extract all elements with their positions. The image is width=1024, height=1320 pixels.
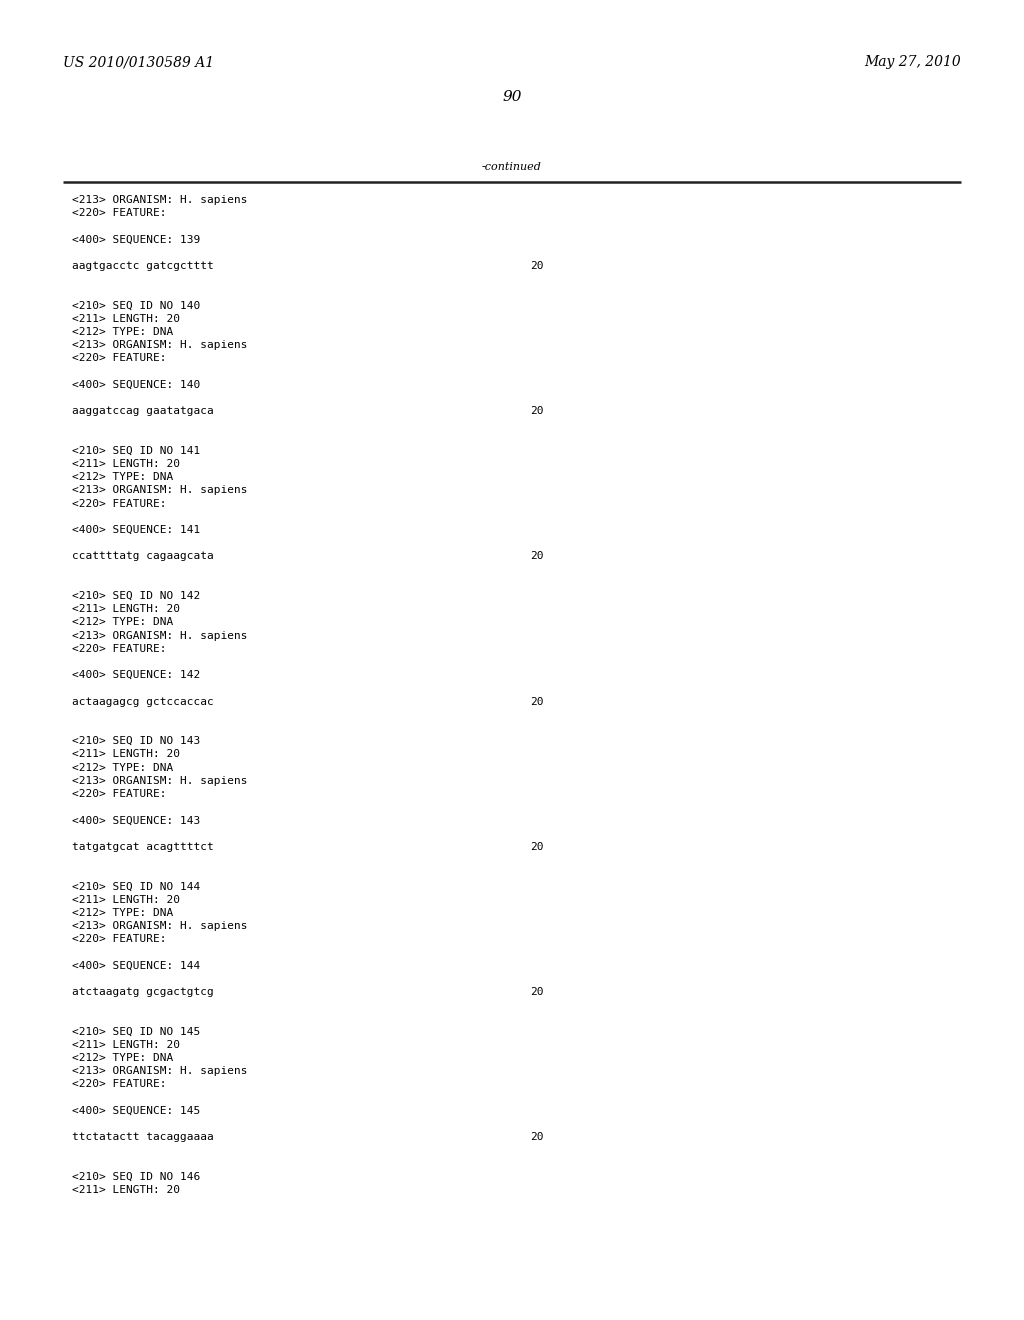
Text: <400> SEQUENCE: 140: <400> SEQUENCE: 140 <box>72 380 201 389</box>
Text: aaggatccag gaatatgaca: aaggatccag gaatatgaca <box>72 407 214 416</box>
Text: 20: 20 <box>530 842 544 851</box>
Text: <213> ORGANISM: H. sapiens: <213> ORGANISM: H. sapiens <box>72 921 248 931</box>
Text: <400> SEQUENCE: 145: <400> SEQUENCE: 145 <box>72 1106 201 1115</box>
Text: <400> SEQUENCE: 141: <400> SEQUENCE: 141 <box>72 525 201 535</box>
Text: tatgatgcat acagttttct: tatgatgcat acagttttct <box>72 842 214 851</box>
Text: 20: 20 <box>530 1133 544 1142</box>
Text: <220> FEATURE:: <220> FEATURE: <box>72 644 167 653</box>
Text: <210> SEQ ID NO 143: <210> SEQ ID NO 143 <box>72 737 201 746</box>
Text: aagtgacctc gatcgctttt: aagtgacctc gatcgctttt <box>72 261 214 271</box>
Text: <212> TYPE: DNA: <212> TYPE: DNA <box>72 618 173 627</box>
Text: <212> TYPE: DNA: <212> TYPE: DNA <box>72 1053 173 1063</box>
Text: US 2010/0130589 A1: US 2010/0130589 A1 <box>63 55 214 69</box>
Text: <210> SEQ ID NO 140: <210> SEQ ID NO 140 <box>72 301 201 310</box>
Text: <212> TYPE: DNA: <212> TYPE: DNA <box>72 763 173 772</box>
Text: <400> SEQUENCE: 144: <400> SEQUENCE: 144 <box>72 961 201 970</box>
Text: <211> LENGTH: 20: <211> LENGTH: 20 <box>72 605 180 614</box>
Text: <211> LENGTH: 20: <211> LENGTH: 20 <box>72 895 180 904</box>
Text: May 27, 2010: May 27, 2010 <box>864 55 961 69</box>
Text: <220> FEATURE:: <220> FEATURE: <box>72 789 167 799</box>
Text: <211> LENGTH: 20: <211> LENGTH: 20 <box>72 459 180 469</box>
Text: <212> TYPE: DNA: <212> TYPE: DNA <box>72 908 173 917</box>
Text: 90: 90 <box>502 90 522 104</box>
Text: <210> SEQ ID NO 142: <210> SEQ ID NO 142 <box>72 591 201 601</box>
Text: <400> SEQUENCE: 143: <400> SEQUENCE: 143 <box>72 816 201 825</box>
Text: <211> LENGTH: 20: <211> LENGTH: 20 <box>72 750 180 759</box>
Text: <211> LENGTH: 20: <211> LENGTH: 20 <box>72 314 180 323</box>
Text: 20: 20 <box>530 987 544 997</box>
Text: ccattttatg cagaagcata: ccattttatg cagaagcata <box>72 552 214 561</box>
Text: <212> TYPE: DNA: <212> TYPE: DNA <box>72 473 173 482</box>
Text: 20: 20 <box>530 407 544 416</box>
Text: <220> FEATURE:: <220> FEATURE: <box>72 935 167 944</box>
Text: <213> ORGANISM: H. sapiens: <213> ORGANISM: H. sapiens <box>72 776 248 785</box>
Text: <220> FEATURE:: <220> FEATURE: <box>72 499 167 508</box>
Text: <211> LENGTH: 20: <211> LENGTH: 20 <box>72 1040 180 1049</box>
Text: <213> ORGANISM: H. sapiens: <213> ORGANISM: H. sapiens <box>72 195 248 205</box>
Text: 20: 20 <box>530 552 544 561</box>
Text: <213> ORGANISM: H. sapiens: <213> ORGANISM: H. sapiens <box>72 1067 248 1076</box>
Text: <210> SEQ ID NO 145: <210> SEQ ID NO 145 <box>72 1027 201 1036</box>
Text: ttctatactt tacaggaaaa: ttctatactt tacaggaaaa <box>72 1133 214 1142</box>
Text: <210> SEQ ID NO 146: <210> SEQ ID NO 146 <box>72 1172 201 1181</box>
Text: <213> ORGANISM: H. sapiens: <213> ORGANISM: H. sapiens <box>72 341 248 350</box>
Text: 20: 20 <box>530 697 544 706</box>
Text: <213> ORGANISM: H. sapiens: <213> ORGANISM: H. sapiens <box>72 486 248 495</box>
Text: atctaagatg gcgactgtcg: atctaagatg gcgactgtcg <box>72 987 214 997</box>
Text: <220> FEATURE:: <220> FEATURE: <box>72 354 167 363</box>
Text: actaagagcg gctccaccac: actaagagcg gctccaccac <box>72 697 214 706</box>
Text: -continued: -continued <box>482 162 542 172</box>
Text: <213> ORGANISM: H. sapiens: <213> ORGANISM: H. sapiens <box>72 631 248 640</box>
Text: <220> FEATURE:: <220> FEATURE: <box>72 209 167 218</box>
Text: <211> LENGTH: 20: <211> LENGTH: 20 <box>72 1185 180 1195</box>
Text: <210> SEQ ID NO 144: <210> SEQ ID NO 144 <box>72 882 201 891</box>
Text: <220> FEATURE:: <220> FEATURE: <box>72 1080 167 1089</box>
Text: <212> TYPE: DNA: <212> TYPE: DNA <box>72 327 173 337</box>
Text: <400> SEQUENCE: 139: <400> SEQUENCE: 139 <box>72 235 201 244</box>
Text: <400> SEQUENCE: 142: <400> SEQUENCE: 142 <box>72 671 201 680</box>
Text: 20: 20 <box>530 261 544 271</box>
Text: <210> SEQ ID NO 141: <210> SEQ ID NO 141 <box>72 446 201 455</box>
